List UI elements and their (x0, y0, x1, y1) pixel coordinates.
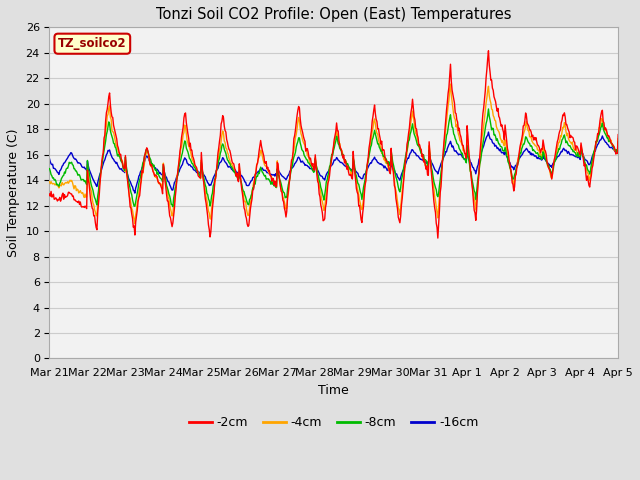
Text: TZ_soilco2: TZ_soilco2 (58, 37, 127, 50)
Title: Tonzi Soil CO2 Profile: Open (East) Temperatures: Tonzi Soil CO2 Profile: Open (East) Temp… (156, 7, 511, 22)
Y-axis label: Soil Temperature (C): Soil Temperature (C) (7, 129, 20, 257)
Legend: -2cm, -4cm, -8cm, -16cm: -2cm, -4cm, -8cm, -16cm (184, 411, 483, 434)
X-axis label: Time: Time (319, 384, 349, 397)
